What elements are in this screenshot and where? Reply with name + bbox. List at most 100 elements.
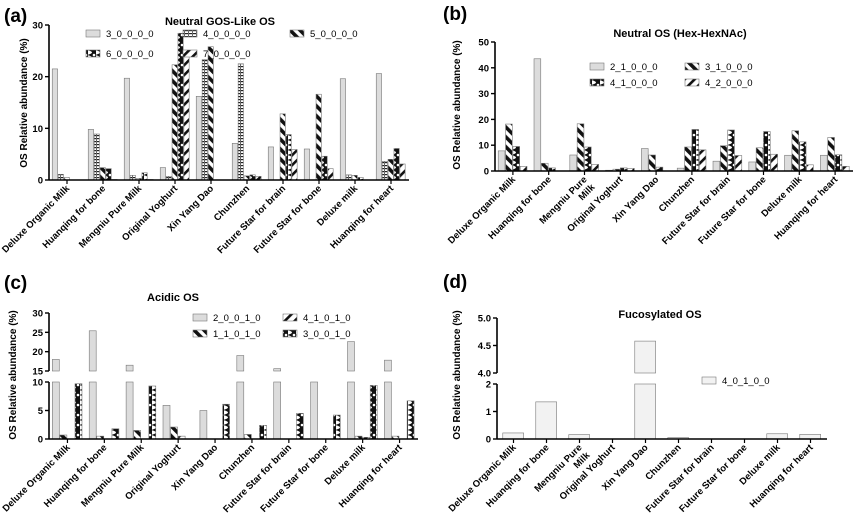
bar-4_2_0_0_0-8 bbox=[806, 164, 814, 172]
bar-2_1_0_0_0-1 bbox=[533, 58, 542, 172]
bar-6_0_0_0_0-9 bbox=[393, 148, 400, 181]
bar-4_0_1_0_0-0 bbox=[502, 432, 524, 440]
bar-2_1_0_0_0-6 bbox=[712, 160, 721, 172]
y-axis-label-b: OS Relative abundance (%) bbox=[452, 40, 463, 169]
legend-item: 4_0_1_0_0 bbox=[701, 376, 770, 387]
bar-4_1_0_0_0-7 bbox=[763, 131, 771, 172]
bar-4_1_0_0_0-6 bbox=[727, 129, 735, 172]
legend-swatch bbox=[192, 313, 208, 322]
x-tick-label: Original Yoghurt bbox=[557, 442, 618, 503]
y-tick-label: 20 bbox=[478, 115, 489, 126]
chart-title-c: Acidic OS bbox=[147, 292, 199, 304]
x-tick-label: Huanqing for bone bbox=[42, 442, 109, 509]
bar-2_1_0_0_0-9 bbox=[820, 154, 828, 172]
y-tick-label: 20 bbox=[32, 72, 43, 83]
legend-swatch bbox=[85, 29, 101, 38]
legend-swatch bbox=[282, 329, 298, 338]
bar-4_1_0_0_0-2 bbox=[584, 146, 592, 172]
legend-swatch bbox=[192, 329, 208, 338]
x-tick-label: Huanqing for heart bbox=[772, 174, 840, 242]
chart-title-a: Neutral GOS-Like OS bbox=[165, 16, 275, 28]
bar-7_0_0_0_0-3 bbox=[183, 53, 190, 181]
bar-3_0_0_0_0-0 bbox=[51, 68, 58, 181]
x-tick-label: Future Star for bone bbox=[252, 183, 324, 255]
bar-5_0_0_0_0-9 bbox=[387, 159, 394, 181]
bar-4_0_1_0_0-4 bbox=[634, 340, 656, 374]
bar-2_1_0_0_0-7 bbox=[748, 161, 756, 172]
legend-item: 5_0_0_0_0 bbox=[289, 29, 358, 40]
y-axis-label-c: OS Relative abundance (%) bbox=[8, 310, 19, 439]
bar-6_0_0_0_0-6 bbox=[285, 134, 292, 181]
bar-4_1_0_0_0-0 bbox=[512, 146, 520, 172]
bar-2_0_0_1_0-1 bbox=[88, 330, 97, 372]
bar-2_1_0_0_0-4 bbox=[641, 148, 649, 172]
y-tick-label: 0 bbox=[486, 435, 491, 446]
bar-3_0_0_0_0-3 bbox=[159, 167, 166, 181]
bar-1_1_0_1_0-2 bbox=[133, 430, 141, 440]
legend-label: 4_2_0_0_0 bbox=[705, 78, 753, 89]
bar-3_0_0_0_0-2 bbox=[123, 77, 130, 181]
bar-4_0_0_0_0-9 bbox=[381, 161, 388, 181]
bar-4_1_0_0_0-9 bbox=[834, 154, 843, 172]
y-tick-label: 0 bbox=[38, 435, 43, 446]
x-tick-label: Future Star for bone bbox=[696, 174, 768, 246]
legend-swatch bbox=[182, 29, 198, 38]
legend-label: 5_0_0_0_0 bbox=[310, 29, 358, 40]
y-tick-label: 40 bbox=[478, 63, 489, 74]
legend-swatch bbox=[182, 49, 198, 58]
bar-5_0_0_0_0-1 bbox=[99, 167, 106, 181]
bar-3_1_0_0_0-7 bbox=[755, 147, 764, 172]
x-tick-label: Future Star for brain bbox=[660, 174, 733, 247]
y-tick-label: 4.0 bbox=[478, 369, 491, 380]
x-tick-label: Huanqing for heart bbox=[328, 183, 396, 251]
legend-swatch bbox=[85, 49, 101, 58]
bar-2_0_0_1_0-7 bbox=[310, 381, 318, 440]
bar-3_0_0_0_0-1 bbox=[87, 129, 94, 181]
x-tick-label: Huanqing for heart bbox=[748, 442, 816, 510]
legend-label: 4_1_0_0_0 bbox=[610, 78, 658, 89]
legend-item: 2_1_0_0_0 bbox=[589, 62, 658, 73]
legend-swatch bbox=[289, 29, 305, 38]
bar-6_0_0_0_0-7 bbox=[321, 155, 328, 181]
legend-label: 7_0_0_0_0 bbox=[203, 49, 251, 60]
bar-4_0_1_0_0-4 bbox=[634, 383, 656, 440]
bar-1_1_0_1_0-3 bbox=[170, 426, 178, 440]
x-tick-label: Huanqing for heart bbox=[337, 442, 405, 510]
bar-3_0_0_1_0-7 bbox=[333, 414, 341, 440]
legend-item: 4_1_0_1_0 bbox=[282, 313, 351, 324]
bar-3_0_0_0_0-9 bbox=[375, 73, 382, 181]
bar-2_0_0_1_0-2 bbox=[125, 381, 134, 440]
legend-item: 7_0_0_0_0 bbox=[182, 49, 251, 60]
bar-3_0_0_1_0-8 bbox=[369, 385, 378, 440]
bar-3_1_0_0_0-1 bbox=[541, 162, 549, 172]
bar-4_2_0_0_0-7 bbox=[770, 153, 778, 172]
bar-2_0_0_1_0-2 bbox=[125, 364, 134, 372]
legend-label: 2_1_0_0_0 bbox=[610, 62, 658, 73]
bar-4_0_1_0_0-1 bbox=[535, 401, 557, 440]
bar-2_1_0_0_0-0 bbox=[497, 150, 506, 172]
legend-label: 4_0_1_0_0 bbox=[722, 376, 770, 387]
bar-2_0_0_1_0-0 bbox=[52, 359, 60, 372]
y-tick-label: 4.5 bbox=[478, 341, 492, 352]
bar-3_1_0_0_0-6 bbox=[720, 145, 728, 172]
bar-2_0_0_1_0-6 bbox=[273, 368, 281, 372]
legend-label: 4_1_0_1_0 bbox=[303, 313, 351, 324]
legend-item: 2_0_0_1_0 bbox=[192, 313, 261, 324]
y-tick-label: 0 bbox=[38, 176, 43, 187]
bar-2_0_0_1_0-5 bbox=[236, 355, 245, 372]
bar-6_0_0_0_0-1 bbox=[105, 168, 112, 181]
bar-2_1_0_0_0-8 bbox=[784, 154, 792, 172]
bar-3_0_0_1_0-9 bbox=[406, 400, 415, 440]
bar-5_0_0_0_0-4 bbox=[207, 46, 214, 181]
y-tick-label: 30 bbox=[32, 309, 43, 320]
legend-swatch bbox=[282, 313, 298, 322]
bar-7_0_0_0_0-9 bbox=[399, 163, 406, 181]
y-tick-label: 2 bbox=[486, 380, 491, 391]
chart-title-b: Neutral OS (Hex-HexNAc) bbox=[613, 28, 747, 40]
bar-4_1_0_0_0-5 bbox=[691, 129, 699, 172]
x-tick-label: Huanqing for bone bbox=[486, 174, 553, 241]
legend-label: 1_1_0_1_0 bbox=[213, 329, 261, 340]
legend-item: 1_1_0_1_0 bbox=[192, 329, 261, 340]
